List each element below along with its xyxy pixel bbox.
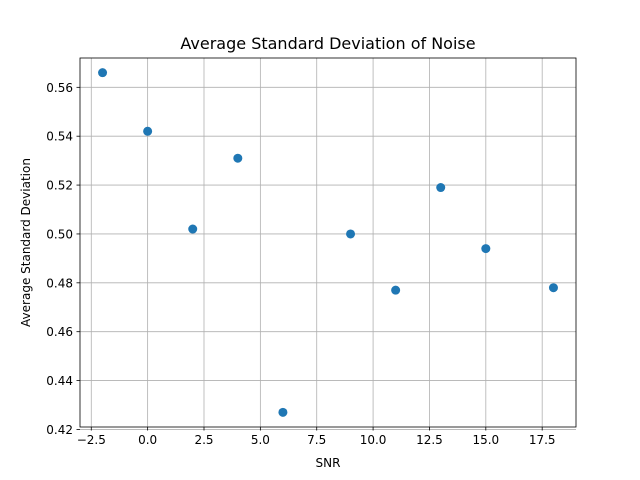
x-tick-label: 5.0 [251, 433, 270, 447]
data-point [481, 244, 491, 254]
y-tick-label: 0.54 [46, 130, 73, 144]
axes-frame [79, 57, 577, 428]
data-points [98, 68, 558, 417]
data-point [188, 224, 198, 234]
x-tick-label: 7.5 [307, 433, 326, 447]
y-axis-label: Average Standard Deviation [19, 158, 33, 327]
y-tick-label: 0.52 [46, 179, 73, 193]
y-tick-label: 0.46 [46, 325, 73, 339]
y-tick-label: 0.50 [46, 227, 73, 241]
data-point [391, 285, 401, 295]
data-point [278, 407, 288, 417]
y-tick-label: 0.42 [46, 423, 73, 437]
chart-title: Average Standard Deviation of Noise [180, 34, 475, 53]
x-tick-label: 12.5 [416, 433, 443, 447]
x-tick-label: 2.5 [194, 433, 213, 447]
y-tick-label: 0.56 [46, 81, 73, 95]
x-tick-label: 17.5 [529, 433, 556, 447]
x-axis-ticks: −2.5 0.0 2.5 5.0 7.5 10.0 12.5 15.0 17.5 [77, 427, 556, 447]
x-tick-label: 15.0 [472, 433, 499, 447]
data-point [233, 153, 243, 163]
data-point [436, 183, 446, 193]
x-tick-label: 0.0 [138, 433, 157, 447]
grid [80, 58, 576, 430]
y-tick-label: 0.44 [46, 374, 73, 388]
x-tick-label: −2.5 [77, 433, 106, 447]
x-tick-label: 10.0 [360, 433, 387, 447]
data-point [548, 283, 558, 293]
y-tick-label: 0.48 [46, 276, 73, 290]
y-axis-ticks: 0.42 0.44 0.46 0.48 0.50 0.52 0.54 0.56 [46, 81, 80, 437]
data-point [98, 68, 108, 78]
x-axis-label: SNR [316, 456, 341, 470]
data-point [346, 229, 356, 239]
data-point [143, 126, 153, 136]
